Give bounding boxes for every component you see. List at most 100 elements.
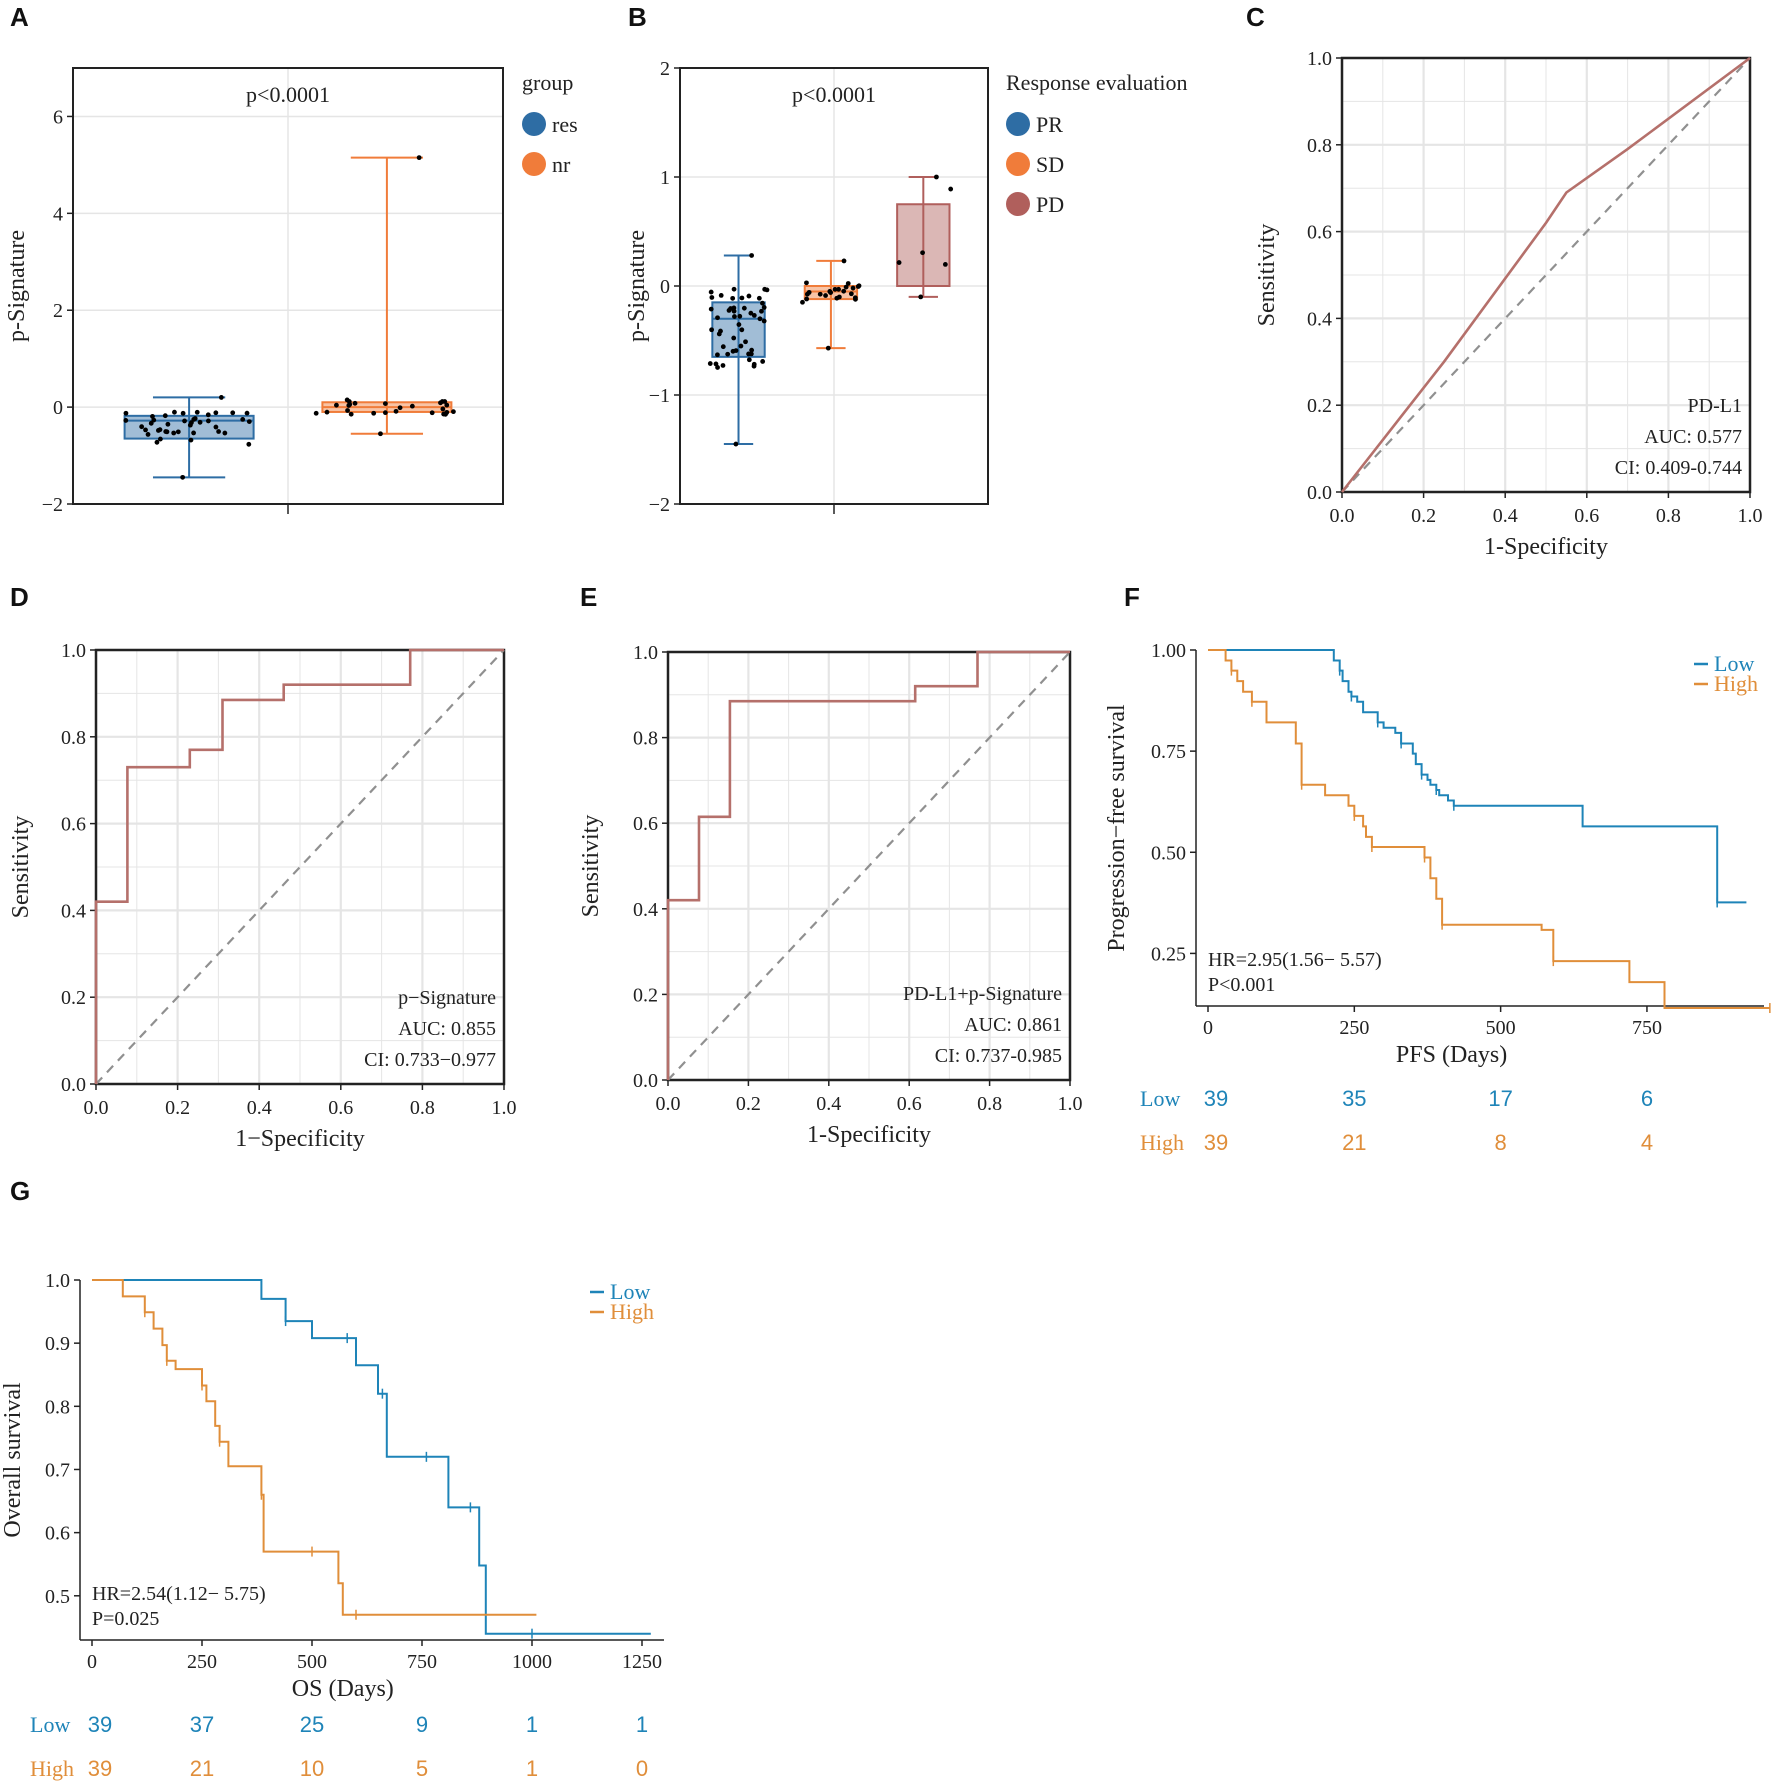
y-tick-label: 0.6 (633, 813, 658, 835)
roc-annotation: AUC: 0.855 (398, 1018, 496, 1040)
data-point (720, 363, 726, 368)
y-tick-label: 0.2 (61, 987, 86, 1009)
legend-swatch (1006, 192, 1030, 216)
risk-count: 5 (416, 1756, 428, 1781)
y-tick-label: 0.75 (1151, 741, 1186, 763)
data-point (148, 420, 154, 426)
data-point (739, 295, 745, 301)
y-tick-label: 2 (53, 300, 63, 322)
data-point (205, 412, 211, 418)
y-tick-label: 0.6 (45, 1523, 70, 1545)
legend-swatch (1006, 112, 1030, 136)
x-tick-label: 0.8 (410, 1097, 435, 1119)
km-curve-low (1208, 649, 1747, 904)
data-point (346, 399, 352, 404)
data-point (841, 258, 847, 264)
data-point (845, 281, 851, 286)
data-point (825, 345, 831, 351)
data-point (171, 430, 177, 436)
panel-e: E 0.00.0 0.2 0.2 0.4 0.4 0.6 0.6 0.8 0.8 1.0 1.0 1-S… (578, 582, 1083, 1148)
y-axis-label: Sensitivity (1254, 224, 1280, 327)
data-point (741, 305, 747, 311)
y-tick-label: 0.8 (45, 1396, 70, 1418)
data-point (393, 408, 399, 414)
x-tick-label: 500 (297, 1651, 327, 1673)
data-point (345, 408, 350, 413)
roc-annotation: CI: 0.409-0.744 (1615, 457, 1742, 479)
panel-label: A (10, 2, 29, 32)
data-point (352, 400, 358, 406)
data-point (123, 410, 129, 416)
data-point (746, 351, 751, 357)
risk-count: 25 (300, 1712, 324, 1737)
data-point (760, 359, 766, 364)
x-tick-label: 0.6 (328, 1097, 353, 1119)
roc-annotation: AUC: 0.861 (964, 1014, 1062, 1036)
y-axis-label: Progression−free survival (1104, 704, 1130, 952)
x-tick-label: 250 (1339, 1017, 1369, 1039)
y-tick-label: 1.0 (1307, 48, 1332, 70)
y-tick-label: 2 (660, 58, 670, 80)
data-point (716, 331, 722, 337)
x-tick-label: 0.4 (816, 1093, 841, 1115)
y-tick-label: 0.2 (1307, 395, 1332, 417)
data-point (213, 410, 219, 416)
data-point (378, 431, 383, 437)
data-point (709, 327, 715, 333)
data-point (823, 293, 828, 298)
data-point (444, 402, 450, 408)
data-point (197, 419, 203, 425)
panel-d: D 0.00.0 0.2 0.2 0.4 0.4 0.6 0.6 0.8 0.8 1.0 1.0 1−S… (8, 582, 517, 1152)
risk-count: 21 (190, 1756, 214, 1781)
data-point (246, 441, 252, 447)
data-point (718, 293, 724, 298)
data-point (948, 186, 954, 192)
y-axis-label: Sensitivity (578, 815, 604, 918)
data-point (180, 474, 186, 480)
data-point (728, 306, 733, 311)
x-tick-label: 0.0 (84, 1097, 109, 1119)
x-tick-label: 0.2 (736, 1093, 761, 1115)
data-point (739, 327, 745, 333)
km-annotation: P<0.001 (1208, 974, 1275, 996)
y-tick-label: 4 (53, 203, 63, 225)
risk-count: 39 (88, 1712, 112, 1737)
data-point (348, 411, 354, 417)
y-tick-label: 1 (660, 167, 670, 189)
data-point (749, 253, 755, 258)
plot-frame (94, 648, 506, 1086)
risk-count: 39 (1204, 1130, 1228, 1155)
x-tick-label: 0.0 (656, 1093, 681, 1115)
roc-curve (666, 650, 1070, 1080)
data-point (397, 405, 403, 411)
data-point (751, 361, 757, 367)
data-point (222, 430, 228, 436)
x-axis-label: OS (Days) (292, 1676, 394, 1702)
panel-g: G0 250 500 750 1000 12501.00.90.80.70.60.5OS … (0, 1176, 664, 1781)
x-tick-label: 0.0 (1330, 505, 1355, 527)
x-tick-label: 1250 (622, 1651, 662, 1673)
data-point (800, 299, 805, 305)
data-point (731, 286, 737, 292)
risk-count: 0 (636, 1756, 648, 1781)
y-tick-label: 0.8 (61, 727, 86, 749)
data-point (730, 295, 736, 301)
risk-row-label: Low (30, 1712, 70, 1737)
data-point (850, 285, 856, 291)
roc-annotation: PD-L1 (1688, 395, 1742, 417)
x-tick-label: 750 (407, 1651, 437, 1673)
data-point (189, 420, 194, 426)
data-point (191, 430, 196, 436)
x-tick-label: 1.0 (1738, 505, 1763, 527)
data-point (218, 395, 224, 400)
x-tick-label: 500 (1486, 1017, 1516, 1039)
data-point (371, 410, 377, 416)
y-tick-label: 0.0 (1307, 482, 1332, 504)
data-point (429, 410, 435, 416)
data-point (804, 296, 810, 302)
y-tick-label: 0.0 (633, 1070, 658, 1092)
data-point (151, 417, 157, 423)
legend-label: Low (1714, 651, 1754, 676)
reference-diagonal (95, 649, 505, 1085)
y-tick-label: −2 (649, 494, 670, 516)
